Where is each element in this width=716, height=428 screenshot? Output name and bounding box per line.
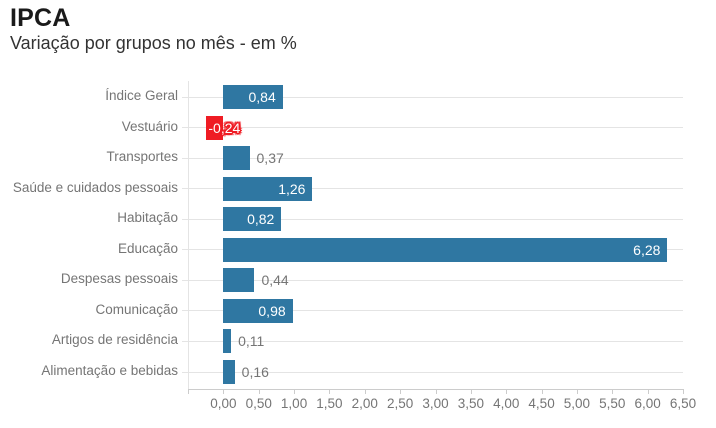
category-label: Comunicação	[95, 301, 178, 317]
category-label: Índice Geral	[105, 88, 178, 103]
x-axis-tick	[223, 389, 225, 394]
x-axis-tick	[294, 389, 296, 394]
x-axis-tick	[400, 389, 402, 394]
x-axis-tick	[435, 389, 437, 394]
x-axis-tick	[258, 389, 260, 394]
row-leader-line	[182, 310, 683, 312]
x-axis-tick	[541, 389, 543, 394]
value-label: 0,37	[256, 150, 284, 167]
chart-title: IPCA	[10, 4, 71, 32]
category-label: Vestuário	[121, 118, 178, 134]
x-axis-tick-label: 6,50	[669, 396, 697, 411]
bar	[223, 360, 235, 385]
category-label: Transportes	[106, 149, 178, 165]
row-leader-line	[182, 96, 683, 98]
chart-subtitle: Variação por grupos no mês - em %	[10, 33, 297, 53]
value-label: 0,16	[241, 364, 269, 381]
x-axis-tick	[576, 389, 578, 394]
row-leader-line	[182, 340, 683, 342]
category-label: Habitação	[117, 210, 178, 226]
bar-negative	[206, 115, 224, 140]
x-axis-tick	[647, 389, 649, 394]
x-axis-tick-label: 4,00	[493, 396, 520, 411]
row-leader-line	[182, 371, 683, 373]
x-axis-tick-label: 3,50	[457, 396, 484, 411]
y-axis-line	[188, 81, 189, 389]
value-label: 6,28	[633, 241, 661, 258]
value-label: 0,11	[238, 333, 265, 350]
value-label: -0,24	[208, 119, 241, 136]
x-axis-tick-label: 2,50	[387, 396, 414, 411]
x-axis-tick-label: 4,50	[528, 396, 555, 411]
bar	[223, 268, 255, 293]
value-label: 0,84	[248, 89, 276, 105]
row-leader-line	[182, 127, 683, 129]
x-axis-tick-label: 5,50	[599, 396, 626, 411]
x-axis-tick	[506, 389, 508, 394]
row-leader-line	[182, 157, 683, 159]
value-label: 0,98	[258, 302, 286, 319]
x-axis-tick-label: 1,00	[280, 396, 308, 411]
x-axis-tick-label: 1,50	[316, 396, 343, 411]
bar	[223, 146, 250, 171]
row-leader-line	[182, 188, 683, 190]
value-label: 1,26	[278, 180, 306, 197]
x-axis-tick-label: 5,00	[563, 396, 591, 411]
row-leader-line	[182, 279, 683, 281]
x-axis-tick	[470, 389, 472, 394]
x-axis-tick-label: 6,00	[634, 396, 661, 411]
bar	[223, 176, 313, 201]
bar	[223, 237, 668, 262]
x-axis-tick	[364, 389, 366, 394]
x-axis-tick-label: 0,00	[210, 396, 237, 411]
x-axis-tick-label: 3,00	[422, 396, 449, 411]
bar	[223, 329, 232, 354]
value-label: 0,82	[247, 211, 275, 228]
x-axis-tick	[188, 389, 189, 394]
category-label: Educação	[117, 240, 178, 256]
category-label: Despesas pessoais	[60, 271, 178, 287]
category-label: Alimentação e bebidas	[41, 363, 178, 379]
x-axis-tick	[329, 389, 331, 394]
x-axis-tick	[612, 389, 614, 394]
bar	[223, 85, 283, 109]
x-axis-tick-label: 2,00	[351, 396, 378, 411]
x-axis-tick-label: 0,50	[245, 396, 272, 411]
bar	[223, 298, 293, 323]
category-label: Artigos de residência	[51, 332, 178, 348]
value-label: 0,44	[261, 272, 289, 289]
x-axis-tick	[683, 389, 684, 394]
bar	[223, 207, 282, 232]
row-leader-line	[182, 218, 683, 220]
category-label: Saúde e cuidados pessoais	[12, 179, 178, 195]
